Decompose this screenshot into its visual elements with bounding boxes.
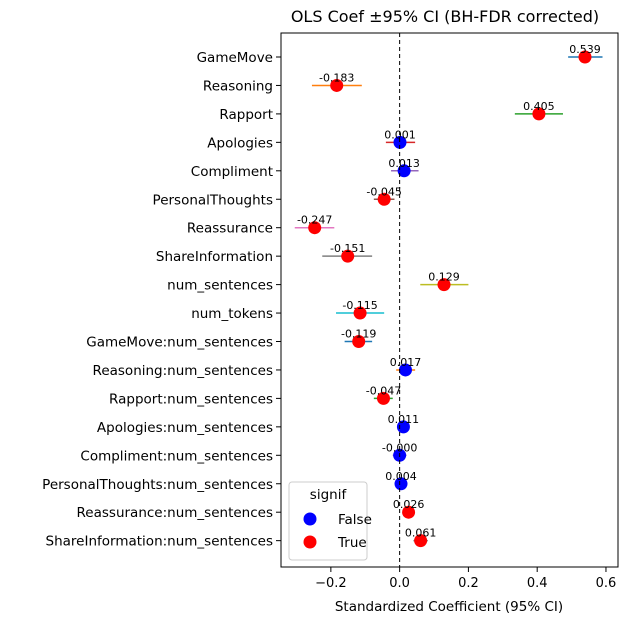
y-tick-label: Reasoning (203, 78, 273, 94)
coef-value-label: -0.247 (297, 214, 332, 227)
coef-value-label: 0.004 (385, 470, 417, 483)
legend-marker-false (303, 512, 317, 526)
y-tick-label: Reassurance:num_sentences (77, 505, 273, 521)
coef-point (437, 278, 451, 292)
coef-value-label: -0.115 (342, 299, 377, 312)
legend-label-true: True (337, 535, 367, 551)
coef-value-label: -0.151 (330, 242, 365, 255)
coef-point (414, 534, 428, 548)
coef-value-label: 0.539 (569, 43, 601, 56)
coef-point (398, 363, 412, 377)
legend-title: signif (310, 487, 348, 503)
coef-value-label: 0.017 (390, 356, 422, 369)
coef-point (396, 420, 410, 434)
coef-point (308, 221, 322, 235)
y-tick-label: ShareInformation (156, 249, 273, 265)
y-tick-label: PersonalThoughts (153, 192, 273, 208)
coef-point (578, 50, 592, 64)
chart-title: OLS Coef ±95% CI (BH-FDR corrected) (291, 7, 599, 26)
x-tick-label: 0.4 (527, 576, 548, 591)
coef-value-label: 0.011 (388, 413, 420, 426)
y-tick-label: num_sentences (167, 278, 273, 294)
x-axis-ticks: −0.2 0.0 0.2 0.4 0.6 (315, 567, 616, 591)
y-tick-label: GameMove (197, 50, 273, 66)
coef-point (393, 135, 407, 149)
y-tick-label: Rapport (219, 107, 273, 123)
plot-marks: 0.539-0.1830.4050.0010.013-0.045-0.247-0… (294, 43, 603, 548)
coef-value-label: 0.026 (393, 498, 425, 511)
coef-point (394, 477, 408, 491)
coef-value-label: 0.405 (523, 100, 555, 113)
y-tick-label: num_tokens (191, 306, 273, 322)
y-tick-label: Compliment (191, 164, 273, 180)
coef-point (376, 391, 390, 405)
coef-point (377, 192, 391, 206)
coef-value-label: 0.013 (388, 157, 420, 170)
x-axis-label: Standardized Coefficient (95% CI) (335, 599, 563, 615)
x-tick-label: 0.2 (458, 576, 479, 591)
y-tick-label: Apologies:num_sentences (97, 420, 273, 436)
plot-frame (280, 32, 619, 568)
y-tick-label: Apologies (207, 135, 273, 151)
coef-value-label: 0.129 (428, 271, 460, 284)
x-tick-label: −0.2 (315, 576, 347, 591)
legend-label-false: False (338, 512, 372, 528)
coef-value-label: -0.183 (319, 71, 354, 84)
coef-point (353, 306, 367, 320)
coef-point (532, 107, 546, 121)
coef-point (352, 335, 366, 348)
x-tick-label: 0.0 (389, 576, 410, 591)
y-tick-label: Reasoning:num_sentences (93, 363, 273, 379)
y-tick-label: PersonalThoughts:num_sentences (42, 477, 273, 493)
coef-point (341, 249, 355, 263)
y-tick-label: Reassurance (187, 221, 273, 237)
coef-point (330, 78, 344, 92)
coef-value-label: -0.047 (366, 384, 401, 397)
y-axis-ticks: GameMove Reasoning Rapport Apologies Complim… (42, 50, 281, 550)
y-tick-label: ShareInformation:num_sentences (46, 534, 273, 550)
y-tick-label: GameMove:num_sentences (86, 335, 273, 351)
y-tick-label: Compliment:num_sentences (80, 448, 273, 464)
legend: signif False True (288, 481, 372, 561)
coef-value-label: 0.061 (405, 527, 437, 540)
coef-point (402, 505, 416, 519)
coef-value-label: -0.119 (341, 328, 376, 341)
coef-point (397, 164, 411, 178)
coef-value-label: -0.045 (366, 185, 401, 198)
y-tick-label: Rapport:num_sentences (109, 391, 273, 407)
legend-marker-true (303, 535, 317, 549)
x-tick-label: 0.6 (596, 576, 617, 591)
